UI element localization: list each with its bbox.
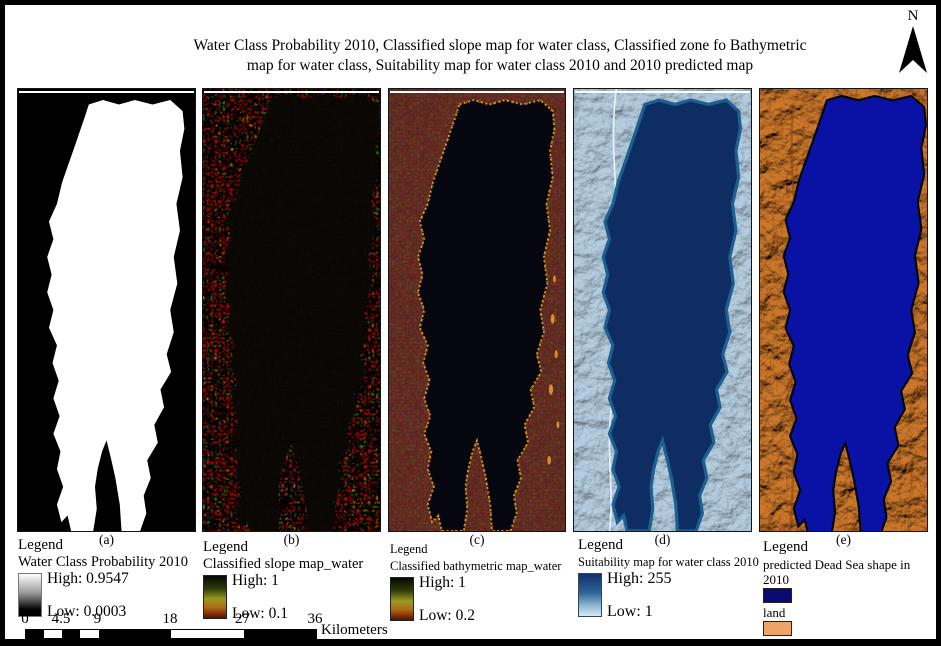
map-d-suitability — [574, 89, 751, 531]
legend-b-title: Legend — [203, 539, 248, 555]
legend-b-high: High: 1 — [232, 572, 279, 589]
legend-b-color-ramp — [203, 575, 227, 619]
scale-tick-2: 9 — [93, 611, 102, 627]
scale-tick-1: 4.5 — [51, 611, 71, 627]
legend-e-water-swatch — [763, 588, 792, 603]
scale-bar-segments — [25, 629, 317, 639]
legend-a-layer: Water Class Probability 2010 — [18, 554, 188, 570]
legend-a: Legend Water Class Probability 2010 High… — [18, 537, 188, 620]
north-arrow: N — [891, 8, 935, 75]
scale-tick-4: 27 — [235, 611, 250, 627]
scale-segment — [243, 630, 316, 638]
scale-segment — [171, 630, 244, 638]
scale-unit-label: Kilometers — [321, 622, 388, 638]
legend-a-low: Low: 0.0003 — [47, 603, 127, 620]
map-panel-d — [573, 88, 752, 532]
scale-segment — [98, 630, 171, 638]
map-frame-gap — [204, 91, 379, 93]
scale-segment — [26, 630, 44, 638]
map-e-predicted — [760, 89, 927, 531]
legend-e-land-label: land — [763, 605, 786, 620]
legend-d-title: Legend — [578, 537, 623, 553]
legend-e: Legend predicted Dead Sea shape in 2010 … — [763, 539, 936, 638]
legend-d-low: Low: 1 — [607, 603, 653, 620]
scale-tick-0: 0 — [21, 611, 29, 627]
map-frame-gap — [390, 91, 564, 93]
legend-d: Legend Suitability map for water class 2… — [578, 537, 759, 620]
north-arrow-icon — [899, 26, 927, 73]
figure-title-line1: Water Class Probability 2010, Classified… — [193, 37, 807, 54]
panel-label-b: (b) — [283, 532, 300, 547]
map-c-bathymetric — [389, 89, 565, 531]
legend-e-title: Legend — [763, 539, 808, 555]
legend-c-layer: Classified bathymetric map_water — [390, 559, 562, 573]
figure-title-line2: map for water class, Suitability map for… — [246, 57, 754, 74]
map-panel-c — [388, 88, 566, 532]
legend-e-item-land: land — [763, 605, 936, 636]
legend-c: Legend Classified bathymetric map_water … — [390, 541, 561, 624]
map-panel-a — [17, 88, 196, 532]
panel-label-e: (e) — [836, 532, 851, 547]
scale-bar: 0 4.5 9 18 27 36 Kilometers — [18, 611, 418, 639]
legend-d-color-ramp — [578, 573, 602, 617]
panel-label-d: (d) — [654, 532, 671, 547]
legend-d-high: High: 255 — [607, 570, 672, 587]
figure-title: Water Class Probability 2010, Classified… — [65, 36, 935, 76]
scale-segment — [44, 630, 62, 638]
legend-e-water-label: predicted Dead Sea shape in 2010 — [763, 557, 911, 587]
legend-c-high: High: 1 — [419, 574, 466, 591]
map-panel-b — [202, 88, 381, 532]
scale-segment — [80, 630, 99, 638]
scale-tick-5: 36 — [307, 611, 323, 627]
legend-c-low: Low: 0.2 — [419, 607, 475, 624]
legend-b-layer: Classified slope map_water — [203, 556, 364, 572]
panel-label-c: (c) — [469, 532, 485, 547]
legend-a-title: Legend — [18, 537, 63, 553]
map-a-probability — [18, 89, 195, 531]
scale-tick-3: 18 — [162, 611, 178, 627]
map-frame-gap — [19, 91, 194, 93]
legend-a-color-ramp — [18, 573, 42, 617]
legend-d-layer: Suitability map for water class 2010 — [578, 555, 759, 569]
legend-c-color-ramp — [390, 577, 414, 621]
north-label: N — [907, 8, 919, 24]
legend-c-title: Legend — [390, 542, 428, 556]
legend-e-land-swatch — [763, 621, 792, 636]
map-b-slope — [203, 89, 380, 531]
panel-label-a: (a) — [99, 532, 114, 547]
map-frame-gap — [575, 91, 750, 93]
legend-b: Legend Classified slope map_water High: … — [203, 539, 363, 622]
map-panel-e — [759, 88, 928, 532]
legend-e-item-water: predicted Dead Sea shape in 2010 — [763, 557, 936, 603]
legend-b-low: Low: 0.1 — [232, 605, 288, 622]
legend-a-high: High: 0.9547 — [47, 570, 129, 587]
scale-segment — [62, 630, 80, 638]
